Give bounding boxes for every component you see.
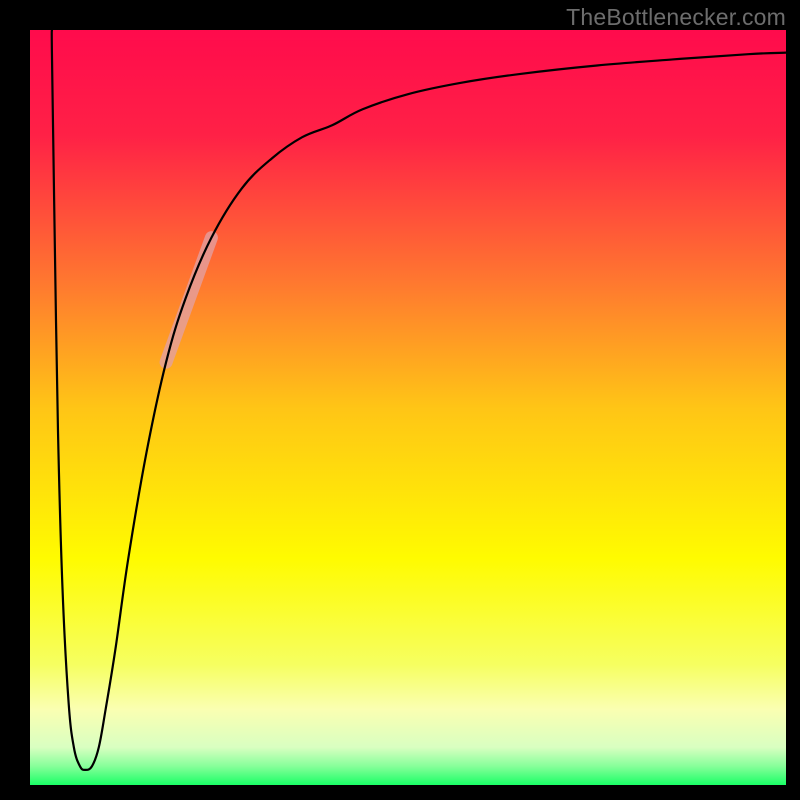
highlight-segment: [166, 238, 211, 363]
bottleneck-curve-svg: [30, 30, 786, 785]
chart-frame: [30, 30, 786, 785]
watermark-text: TheBottlenecker.com: [566, 4, 786, 31]
bottleneck-curve: [52, 30, 786, 770]
